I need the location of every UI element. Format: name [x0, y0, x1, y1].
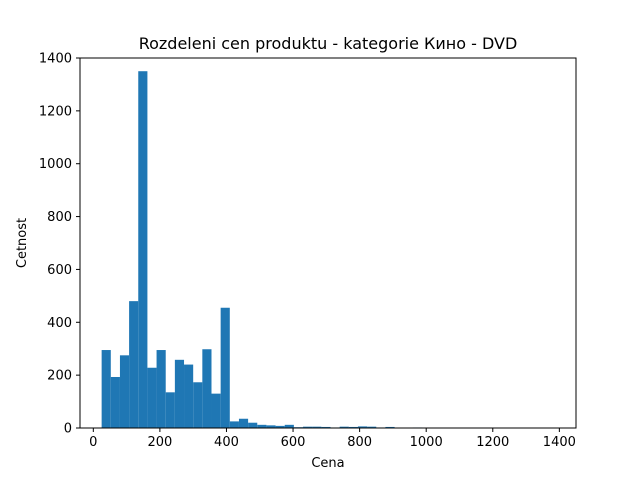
- plot-frame: [79, 57, 577, 429]
- y-tick-label: 400: [47, 316, 72, 331]
- histogram-bar: [220, 307, 230, 428]
- y-tick-label: 1000: [39, 157, 72, 172]
- histogram-bar: [312, 426, 322, 428]
- y-axis-ticks: 0 200 400 600 800 1000 1200 1400: [39, 52, 80, 437]
- y-tick-label: 1400: [39, 52, 72, 67]
- histogram-bar: [303, 426, 313, 428]
- bars-group: [101, 71, 560, 428]
- histogram-bar: [385, 426, 395, 428]
- x-axis-label: Cena: [311, 456, 344, 471]
- histogram-bar: [211, 393, 221, 428]
- histogram-bar: [348, 426, 358, 428]
- y-tick-label: 0: [64, 422, 72, 437]
- histogram-bar: [101, 350, 111, 428]
- histogram-bar: [184, 364, 194, 428]
- histogram-bar: [257, 424, 267, 428]
- x-tick-label: 1400: [543, 435, 576, 450]
- histogram-bar: [202, 349, 212, 428]
- histogram-bar: [339, 426, 349, 428]
- histogram-bar: [147, 367, 157, 428]
- x-tick-label: 0: [89, 435, 97, 450]
- histogram-bar: [156, 350, 166, 428]
- histogram-bar: [193, 382, 203, 428]
- y-tick-label: 600: [47, 263, 72, 278]
- histogram-bar: [119, 355, 130, 428]
- x-axis-ticks: 0 200 400 600 800 1000 1200 1400: [89, 428, 576, 450]
- histogram-bar: [266, 425, 276, 428]
- histogram-bar: [284, 424, 294, 428]
- histogram-bar: [321, 426, 331, 428]
- histogram-bar: [367, 426, 377, 428]
- y-tick-label: 1200: [39, 104, 72, 119]
- x-tick-label: 1200: [476, 435, 509, 450]
- histogram-bar: [129, 301, 139, 428]
- histogram-bar: [165, 392, 175, 428]
- histogram-bar: [110, 376, 120, 428]
- histogram-bar: [229, 421, 239, 428]
- histogram-bar: [138, 71, 148, 428]
- x-tick-label: 800: [347, 435, 372, 450]
- histogram-bar: [275, 425, 285, 428]
- y-tick-label: 800: [47, 210, 72, 225]
- chart-title: Rozdeleni cen produktu - kategorie Кино …: [139, 34, 518, 53]
- y-axis-label: Cetnost: [15, 218, 30, 268]
- histogram-bar: [174, 359, 185, 428]
- histogram-bar: [357, 426, 368, 428]
- x-tick-label: 400: [214, 435, 239, 450]
- histogram-bar: [238, 418, 249, 428]
- histogram-bar: [248, 422, 258, 428]
- x-tick-label: 1000: [410, 435, 443, 450]
- x-tick-label: 200: [147, 435, 172, 450]
- x-tick-label: 600: [281, 435, 306, 450]
- y-tick-label: 200: [47, 369, 72, 384]
